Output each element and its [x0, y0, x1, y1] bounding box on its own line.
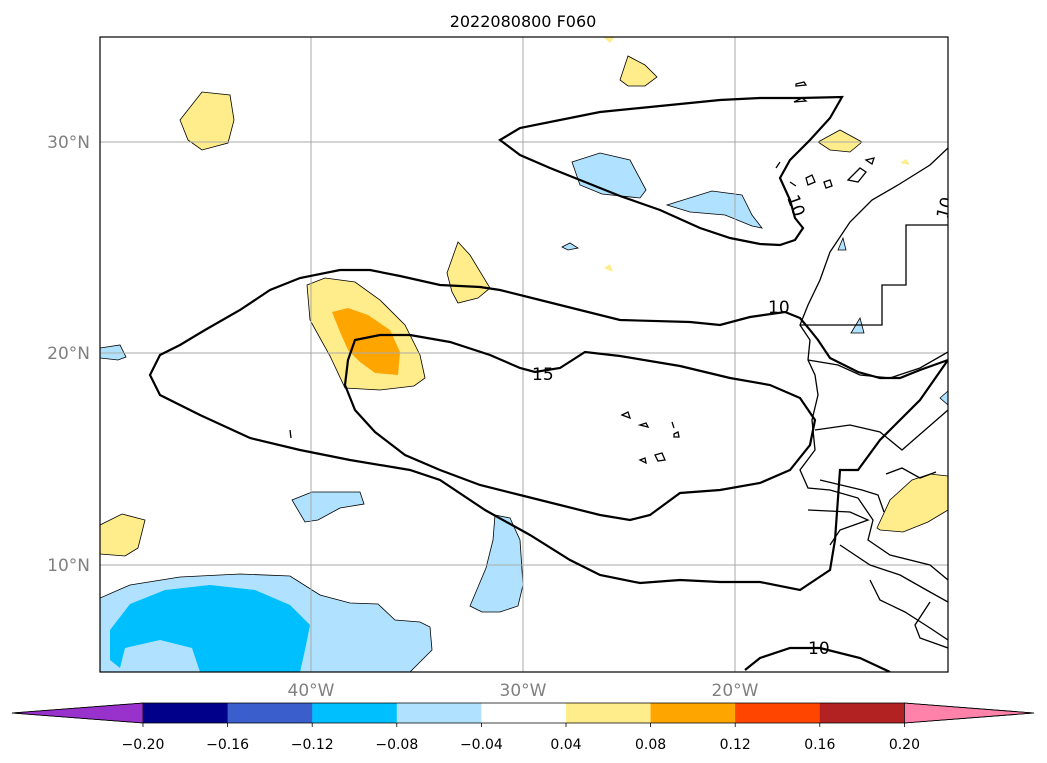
colorbar-tick-label: 0.16 [804, 737, 835, 753]
colorbar-tick-label: −0.20 [122, 737, 165, 753]
lon-label-30w: 30°W [500, 681, 547, 701]
contour-10-north [498, 95, 844, 247]
contour-label-10: 10 [768, 298, 790, 318]
lat-label-10n: 10°N [47, 556, 90, 576]
positive-region-top [619, 55, 658, 87]
colorbar: −0.20 −0.16 −0.12 −0.08 −0.04 0.04 0.08 0.12 0.1… [11, 702, 1035, 753]
colorbar-tick-label: −0.04 [460, 737, 503, 753]
lon-label-20w: 20°W [712, 681, 759, 701]
colorbar-extend-low [11, 702, 144, 724]
negative-speck-east [939, 390, 948, 406]
colorbar-swatch [481, 703, 567, 723]
colorbar-swatch [227, 703, 313, 723]
colorbar-swatch [143, 703, 229, 723]
colorbar-swatch [819, 703, 905, 723]
colorbar-tick-label: 0.08 [635, 737, 666, 753]
colorbar-tick-label: −0.12 [291, 737, 334, 753]
colorbar-extend-high [904, 702, 1035, 724]
negative-speck-coast-b [837, 236, 847, 251]
colorbar-tick-label: −0.08 [375, 737, 418, 753]
positive-region-canaries [817, 129, 863, 153]
negative-region-north-b [665, 190, 763, 229]
positive-region-west [100, 513, 146, 557]
contour-lines [148, 95, 948, 672]
map-area: 10 15 10 10 10 [100, 37, 958, 672]
latitude-labels: 30°N 20°N 10°N [47, 133, 90, 576]
colorbar-swatch [566, 703, 652, 723]
negative-region-north-a [571, 152, 647, 199]
colorbar-tick-label: 0.12 [720, 737, 751, 753]
colorbar-tick-label: 0.04 [550, 737, 581, 753]
contour-15 [343, 333, 817, 522]
positive-shading [100, 37, 948, 557]
negative-speck [561, 242, 580, 251]
longitude-labels: 40°W 30°W 20°W [288, 681, 759, 701]
colorbar-swatch [735, 703, 821, 723]
positive-region-top-edge [603, 37, 615, 43]
contour-label-10-east: 10 [933, 195, 958, 221]
coastlines [289, 81, 948, 649]
colorbar-tick-label: 0.20 [889, 737, 920, 753]
colorbar-swatch [312, 703, 398, 723]
colorbar-swatch [396, 703, 482, 723]
negative-region-mid [291, 491, 365, 523]
positive-region-central-core [332, 308, 400, 375]
negative-region-south [469, 514, 524, 613]
contour-10-outer [148, 268, 948, 592]
lon-label-40w: 40°W [288, 681, 335, 701]
colorbar-swatch [650, 703, 736, 723]
map-frame [99, 36, 949, 673]
negative-region-core [110, 585, 310, 672]
negative-shading [100, 152, 948, 672]
positive-region-africa [876, 473, 948, 533]
colorbar-tick-label: −0.16 [206, 737, 249, 753]
positive-speck [900, 159, 910, 165]
contour-label-15: 15 [532, 365, 554, 385]
contour-label-10-south: 10 [808, 639, 830, 659]
chart-title: 2022080800 F060 [450, 12, 597, 31]
positive-speck-b [604, 264, 613, 272]
contour-10-south [744, 646, 891, 672]
lat-label-30n: 30°N [47, 133, 90, 153]
lat-label-20n: 20°N [47, 344, 90, 364]
